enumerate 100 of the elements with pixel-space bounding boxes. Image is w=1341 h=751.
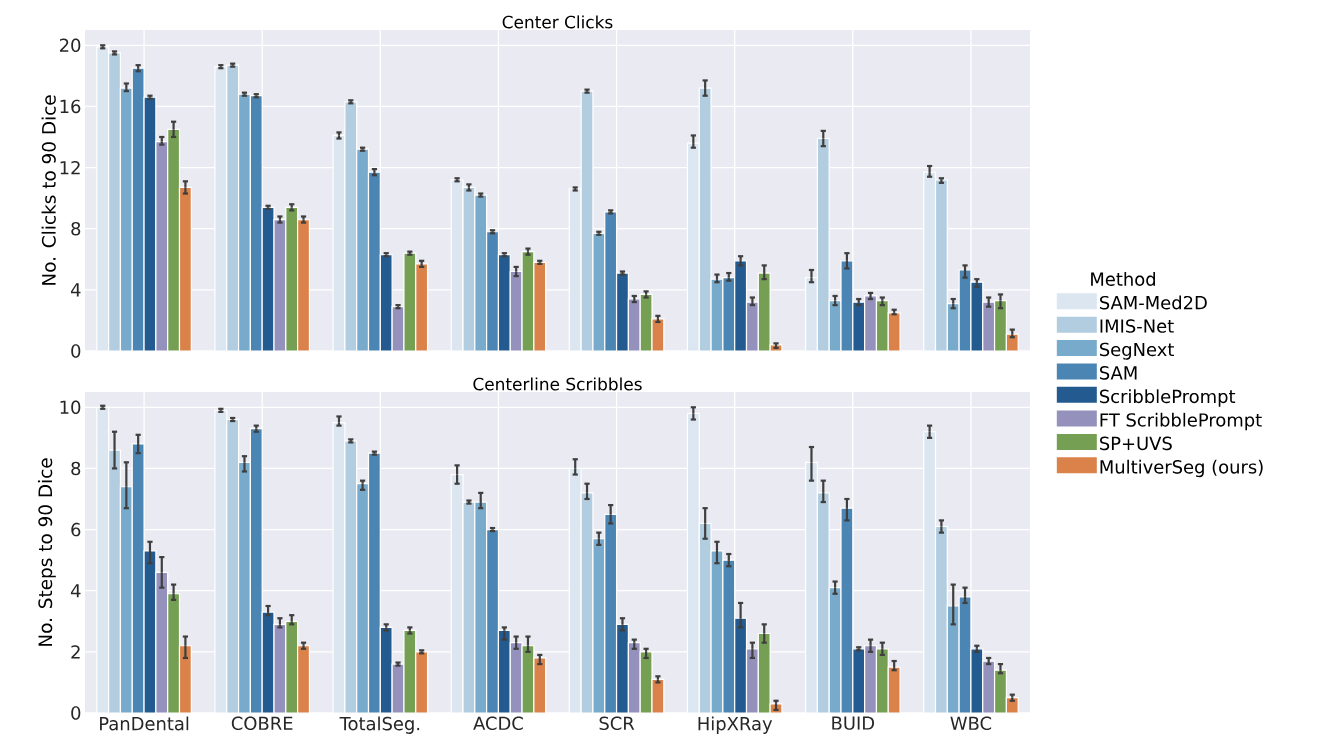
bar	[497, 254, 511, 351]
y-tick-label: 8	[71, 221, 81, 236]
bar	[119, 486, 133, 713]
bar	[923, 171, 937, 351]
bar	[155, 571, 169, 713]
bar	[757, 272, 771, 351]
legend-title: Method	[1091, 272, 1155, 286]
bar	[982, 660, 996, 713]
bar	[155, 140, 169, 351]
bar	[497, 629, 511, 713]
bar	[486, 231, 500, 351]
bar	[828, 299, 842, 351]
bar	[521, 645, 535, 713]
bar	[403, 629, 417, 713]
bar	[852, 648, 866, 713]
bar	[214, 409, 228, 713]
legend-label: ScribblePrompt	[1099, 389, 1236, 407]
bar	[261, 611, 275, 713]
bar	[828, 587, 842, 713]
bar	[533, 261, 547, 351]
bar	[367, 171, 381, 351]
bar	[628, 642, 641, 713]
bar	[852, 301, 866, 351]
bar	[958, 596, 972, 713]
bar	[627, 298, 641, 351]
bar	[993, 669, 1007, 713]
bar	[237, 461, 251, 713]
bar	[604, 514, 617, 713]
bar	[356, 483, 370, 713]
bar	[462, 501, 476, 713]
bar	[403, 252, 417, 351]
bar	[415, 651, 429, 713]
x-tick-label: ACDC	[473, 716, 523, 731]
bar	[237, 93, 251, 351]
bar	[757, 632, 771, 713]
x-tick-label: COBRE	[231, 716, 293, 731]
bar	[285, 620, 299, 713]
bar	[486, 528, 500, 713]
bar	[615, 272, 629, 351]
bar	[344, 440, 358, 713]
x-tick-label: WBC	[950, 716, 992, 731]
bar	[722, 277, 736, 351]
bar	[119, 87, 133, 351]
bar	[745, 301, 759, 351]
bar	[722, 559, 736, 713]
bar	[474, 501, 488, 713]
bar	[592, 232, 606, 351]
bar	[875, 648, 889, 713]
bar	[509, 642, 523, 713]
bar	[734, 260, 748, 351]
bar	[261, 206, 275, 351]
bar	[616, 624, 629, 713]
y-tick-label: 12	[60, 160, 80, 175]
chart-title: Center Clicks	[502, 15, 613, 29]
legend-label: MultiverSeg (ours)	[1100, 459, 1263, 478]
x-tick-label: BUID	[832, 716, 875, 730]
bar	[131, 443, 145, 713]
bar	[651, 318, 665, 351]
bar	[533, 657, 547, 713]
bar	[108, 449, 122, 713]
bar	[934, 525, 948, 713]
bar	[379, 254, 393, 351]
legend-label: SAM	[1099, 366, 1137, 380]
y-tick-label: 0	[71, 706, 81, 720]
bar	[982, 301, 996, 351]
bar	[178, 186, 192, 351]
bar	[946, 605, 960, 713]
y-tick-label: 4	[70, 584, 81, 598]
x-tick-label: TotalSeg.	[339, 716, 420, 734]
legend-label: IMIS-Net	[1100, 319, 1174, 333]
bar	[946, 303, 960, 351]
bar	[285, 206, 299, 351]
y-tick-label: 4	[70, 283, 81, 297]
bar	[604, 211, 618, 351]
bar	[1005, 333, 1019, 351]
y-axis-title: No. Steps to 90 Dice	[37, 458, 56, 646]
bar	[1005, 697, 1019, 713]
bar	[804, 277, 818, 351]
y-tick-label: 16	[60, 99, 81, 114]
y-tick-label: 10	[60, 400, 81, 415]
y-tick-label: 8	[71, 461, 81, 476]
y-tick-label: 2	[71, 645, 80, 659]
bar	[214, 66, 228, 351]
bar	[143, 550, 157, 713]
bar	[391, 663, 405, 713]
bar	[970, 648, 984, 713]
bar	[887, 312, 901, 351]
bar	[297, 645, 311, 713]
bar	[367, 452, 381, 713]
bar	[143, 96, 157, 351]
bar	[391, 306, 405, 351]
bar	[474, 194, 488, 351]
legend-label: SAM-Med2D	[1099, 295, 1207, 310]
bar	[356, 148, 370, 351]
bar	[415, 263, 429, 351]
x-tick-label: PanDental	[100, 716, 189, 731]
bar	[804, 461, 818, 713]
bar	[734, 617, 748, 713]
bar	[639, 293, 653, 351]
bar	[710, 278, 724, 351]
